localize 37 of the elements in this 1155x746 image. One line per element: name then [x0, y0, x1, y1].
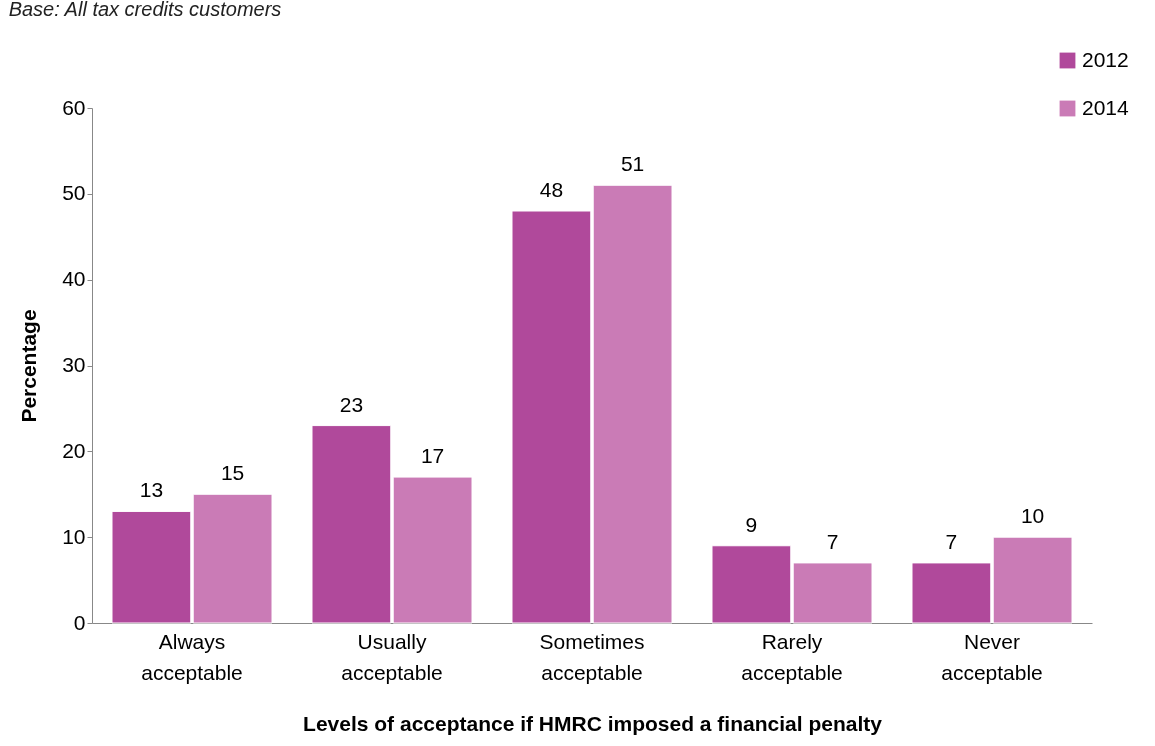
legend-label: 2012: [1082, 47, 1129, 71]
data-label: 7: [945, 529, 958, 553]
x-tick-label: Always acceptable: [141, 629, 243, 684]
data-label: 9: [745, 512, 758, 536]
y-axis-title: Percentage: [17, 309, 41, 423]
x-tick-label: Usually acceptable: [341, 629, 443, 684]
data-label: 17: [420, 444, 445, 468]
x-tick-label: Never acceptable: [941, 629, 1043, 684]
y-tick-label: 50: [62, 181, 86, 205]
x-tick-label: Rarely acceptable: [741, 629, 843, 684]
x-tick-label: Sometimes acceptable: [539, 629, 645, 684]
y-tick-label: 10: [62, 524, 86, 548]
bar: [511, 210, 592, 624]
y-tick-label: 30: [62, 353, 86, 376]
y-tick-label: 20: [62, 438, 86, 462]
data-label: 7: [826, 529, 839, 553]
bar: [711, 545, 792, 624]
data-label: 13: [139, 478, 164, 502]
y-tick-label: 40: [62, 267, 86, 291]
y-tick-label: 60: [62, 95, 86, 119]
bar: [192, 493, 273, 624]
y-tick-label: 0: [73, 610, 86, 634]
bar: [392, 476, 473, 624]
bar: [592, 184, 673, 624]
text: Base: All tax credits customers: [8, 0, 282, 20]
bar: [111, 510, 192, 624]
data-label: 23: [339, 392, 364, 416]
legend-label: 2014: [1082, 95, 1130, 119]
data-label: 48: [539, 178, 564, 201]
x-axis-title: Levels of acceptance if HMRC imposed a financial penalty: [303, 711, 883, 735]
data-label: 51: [620, 152, 645, 176]
bar: [792, 562, 873, 624]
data-label: 10: [1020, 504, 1045, 528]
bar: [992, 536, 1073, 624]
data-label: 15: [220, 461, 245, 485]
bar: [311, 425, 392, 624]
bar: [911, 562, 992, 624]
